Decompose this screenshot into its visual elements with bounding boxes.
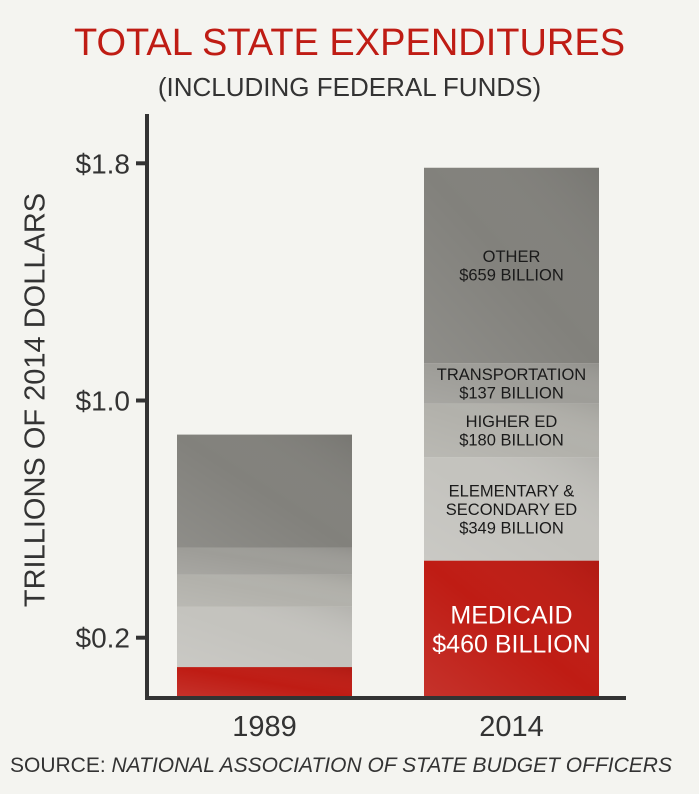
data-label-higher-ed: HIGHER ED $180 BILLION: [459, 413, 564, 450]
bar-segment-shade: [424, 457, 599, 561]
data-label-line: OTHER: [483, 248, 541, 266]
y-tick-label: $0.2: [76, 623, 131, 654]
data-label-elementary-secondary-ed: ELEMENTARY & SECONDARY ED $349 BILLION: [446, 482, 578, 537]
bar-segment-shade: [177, 547, 352, 575]
data-label-line: ELEMENTARY &: [449, 482, 575, 500]
data-label-line: HIGHER ED: [466, 413, 558, 431]
data-label-line: MEDICAID: [450, 601, 572, 629]
chart-title: TOTAL STATE EXPENDITURES: [73, 22, 626, 64]
data-label-line: $180 BILLION: [459, 432, 564, 450]
bar-segment-shade: [424, 167, 599, 364]
data-label-line: $349 BILLION: [459, 519, 564, 537]
axes-group: 1989 2014 $0.2 $1.0 $1.8: [76, 114, 626, 743]
bar-segment-shade: [424, 363, 599, 404]
bar-segment-shade: [177, 574, 352, 607]
bar-segment-shade: [424, 560, 599, 697]
data-label-other: OTHER $659 BILLION: [459, 248, 564, 285]
y-tick-label: $1.8: [76, 148, 131, 179]
data-label-line: SECONDARY ED: [446, 501, 578, 519]
bar-2014: MEDICAID $460 BILLION ELEMENTARY & SECONDAR…: [424, 167, 599, 697]
data-label-medicaid: MEDICAID $460 BILLION: [432, 601, 590, 658]
source-prefix: SOURCE:: [10, 754, 112, 777]
data-label-line: $460 BILLION: [432, 630, 590, 658]
chart-subtitle: (INCLUDING FEDERAL FUNDS): [157, 72, 542, 102]
data-label-line: TRANSPORTATION: [437, 366, 586, 384]
x-tick-label: 1989: [232, 711, 297, 743]
source-note: SOURCE: NATIONAL ASSOCIATION OF STATE BU…: [10, 754, 672, 778]
bar-segment-shade: [177, 606, 352, 668]
bars-group: MEDICAID $460 BILLION ELEMENTARY & SECONDAR…: [177, 167, 599, 697]
bar-1989: [177, 434, 352, 697]
data-label-transportation: TRANSPORTATION $137 BILLION: [437, 366, 586, 403]
bar-segment-shade: [424, 403, 599, 458]
x-tick-label: 2014: [479, 711, 544, 743]
source-name: NATIONAL ASSOCIATION OF STATE BUDGET OFF…: [111, 754, 672, 777]
data-label-line: $137 BILLION: [459, 385, 564, 403]
data-label-line: $659 BILLION: [459, 267, 564, 285]
bar-segment-shade: [177, 667, 352, 697]
bar-segment-shade: [177, 434, 352, 548]
y-tick-label: $1.0: [76, 386, 131, 417]
